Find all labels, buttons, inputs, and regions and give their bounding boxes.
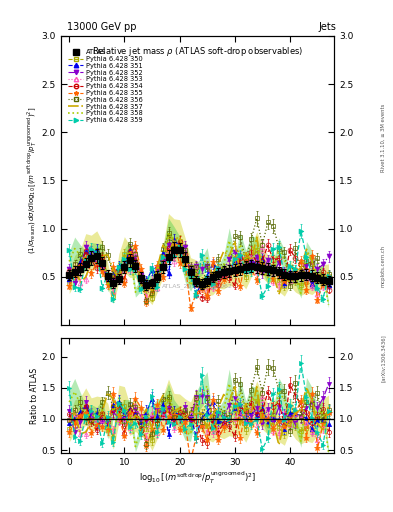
Text: Relative jet mass $\rho$ (ATLAS soft-drop observables): Relative jet mass $\rho$ (ATLAS soft-dro…	[92, 45, 303, 57]
Text: [arXiv:1306.3436]: [arXiv:1306.3436]	[381, 334, 386, 382]
Legend: ATLAS, Pythia 6.428 350, Pythia 6.428 351, Pythia 6.428 352, Pythia 6.428 353, P: ATLAS, Pythia 6.428 350, Pythia 6.428 35…	[67, 48, 144, 124]
X-axis label: $\log_{10}[(m^{\rm soft\,drop}/p_T^{\rm ungroomed})^2]$: $\log_{10}[(m^{\rm soft\,drop}/p_T^{\rm …	[139, 470, 256, 486]
Y-axis label: Ratio to ATLAS: Ratio to ATLAS	[30, 368, 39, 423]
Text: mcplots.cern.ch: mcplots.cern.ch	[381, 245, 386, 287]
Text: 13000 GeV pp: 13000 GeV pp	[67, 22, 136, 32]
Y-axis label: $(1/\sigma_{\rm resum})\,d\sigma/d\log_{10}[(m^{\rm soft\,drop}/p_T^{\rm ungroom: $(1/\sigma_{\rm resum})\,d\sigma/d\log_{…	[25, 107, 39, 254]
Text: Jets: Jets	[318, 22, 336, 32]
Text: ATLAS_2019_I1772062: ATLAS_2019_I1772062	[162, 284, 233, 289]
Text: Rivet 3.1.10, ≥ 3M events: Rivet 3.1.10, ≥ 3M events	[381, 104, 386, 173]
